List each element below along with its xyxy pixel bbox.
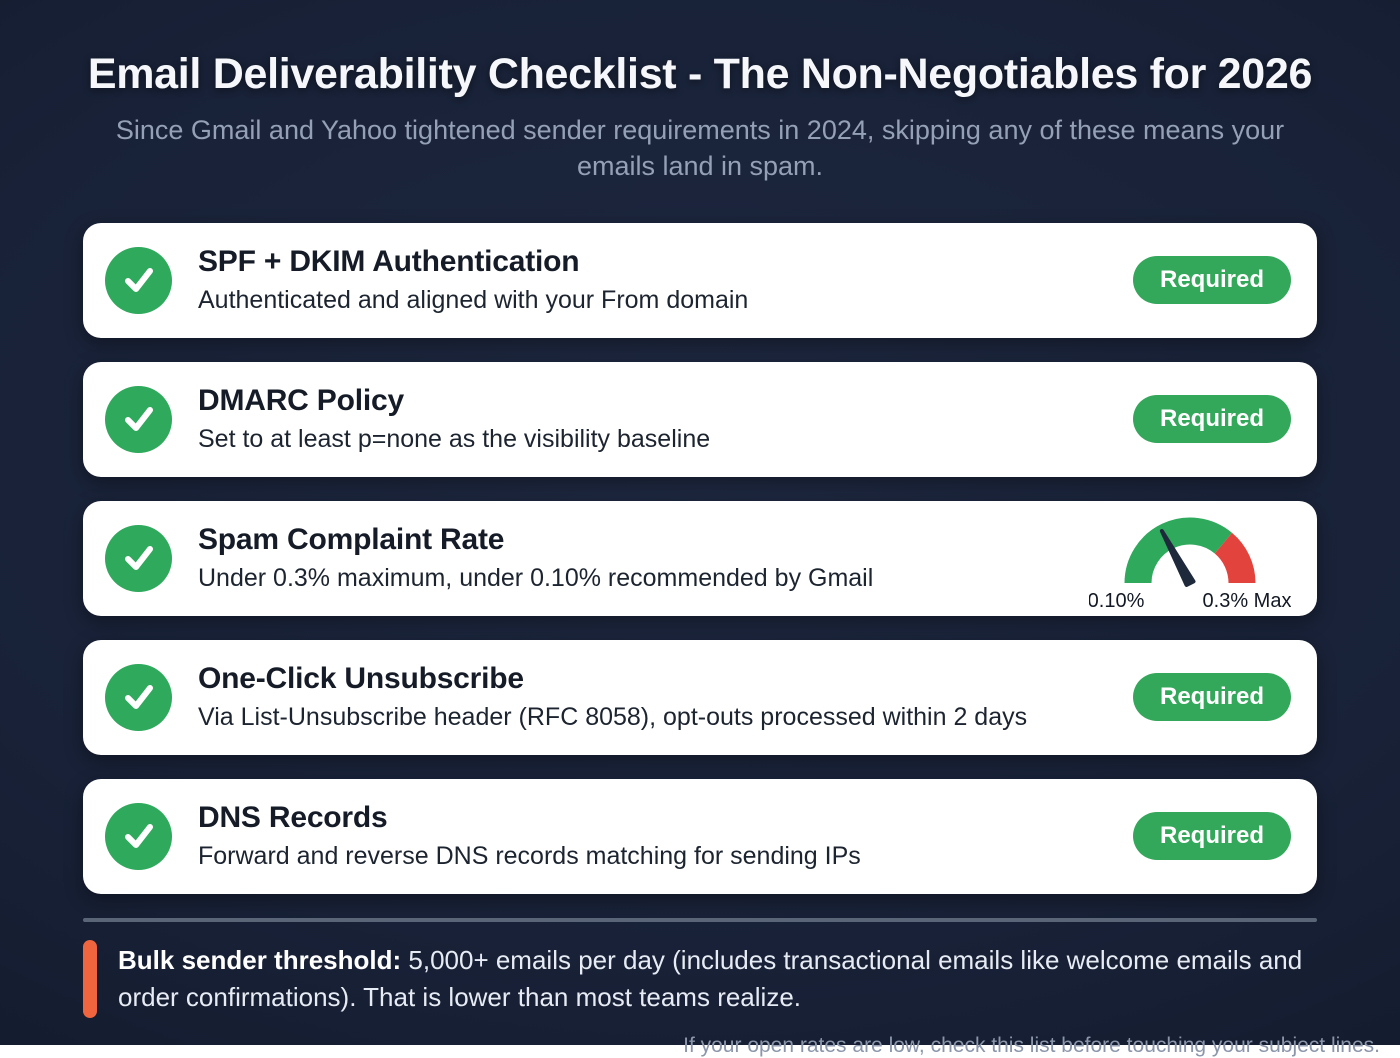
gauge-left-label: 0.10% — [1089, 590, 1145, 612]
required-badge: Required — [1132, 395, 1291, 444]
checklist-card-spam-complaint: Spam Complaint Rate Under 0.3% maximum, … — [83, 500, 1317, 616]
card-description: Forward and reverse DNS records matching… — [198, 842, 861, 871]
bulk-sender-callout: Bulk sender threshold: 5,000+ emails per… — [83, 939, 1317, 1018]
accent-bar — [83, 939, 97, 1018]
card-description: Set to at least p=none as the visibility… — [198, 425, 711, 454]
card-title: Spam Complaint Rate — [198, 523, 505, 557]
check-circle-icon — [105, 246, 172, 314]
card-copy: One-Click Unsubscribe Via List-Unsubscri… — [198, 662, 1133, 732]
gauge-green-arc — [1124, 517, 1233, 584]
checkmark-icon — [124, 546, 153, 571]
card-copy: DNS Records Forward and reverse DNS reco… — [198, 801, 1133, 871]
page-subtitle: Since Gmail and Yahoo tightened sender r… — [115, 115, 1285, 181]
callout-text: Bulk sender threshold: 5,000+ emails per… — [118, 940, 1317, 1018]
check-circle-icon — [105, 385, 172, 453]
gauge-red-arc — [1214, 533, 1256, 585]
check-circle-icon — [105, 663, 172, 731]
header: Email Deliverability Checklist - The Non… — [0, 50, 1400, 185]
required-badge: Required — [1132, 673, 1291, 722]
checkmark-icon — [124, 824, 153, 849]
card-description: Authenticated and aligned with your From… — [198, 286, 749, 315]
checklist-card-spf-dkim: SPF + DKIM Authentication Authenticated … — [83, 222, 1317, 338]
card-description: Under 0.3% maximum, under 0.10% recommen… — [198, 564, 874, 593]
checkmark-icon — [124, 685, 153, 710]
gauge-right-label: 0.3% Max — [1203, 590, 1291, 612]
divider — [83, 917, 1317, 922]
card-description: Via List-Unsubscribe header (RFC 8058), … — [198, 703, 1028, 732]
checklist: SPF + DKIM Authentication Authenticated … — [0, 222, 1400, 894]
card-title: SPF + DKIM Authentication — [198, 245, 580, 279]
checkmark-icon — [124, 268, 153, 293]
check-circle-icon — [105, 524, 172, 592]
card-title: One-Click Unsubscribe — [198, 662, 524, 696]
checkmark-icon — [124, 407, 153, 432]
card-title: DNS Records — [198, 801, 388, 835]
checklist-card-dns-records: DNS Records Forward and reverse DNS reco… — [83, 778, 1317, 894]
check-circle-icon — [105, 802, 172, 870]
card-copy: Spam Complaint Rate Under 0.3% maximum, … — [198, 523, 1089, 593]
callout-body: 5,000+ emails per day (includes transact… — [118, 944, 1303, 1012]
gauge-needle — [1159, 529, 1196, 588]
card-copy: SPF + DKIM Authentication Authenticated … — [198, 245, 1133, 315]
required-badge: Required — [1132, 812, 1291, 861]
spam-rate-gauge-chart: 0.10% 0.3% Max — [1089, 503, 1291, 613]
footer-note: If your open rates are low, check this l… — [683, 1033, 1380, 1057]
page-title: Email Deliverability Checklist - The Non… — [87, 50, 1313, 98]
card-title: DMARC Policy — [198, 384, 404, 418]
callout-label: Bulk sender threshold: — [118, 944, 402, 975]
card-copy: DMARC Policy Set to at least p=none as t… — [198, 384, 1133, 454]
required-badge: Required — [1132, 256, 1291, 305]
checklist-card-one-click-unsubscribe: One-Click Unsubscribe Via List-Unsubscri… — [83, 639, 1317, 755]
checklist-card-dmarc: DMARC Policy Set to at least p=none as t… — [83, 361, 1317, 477]
